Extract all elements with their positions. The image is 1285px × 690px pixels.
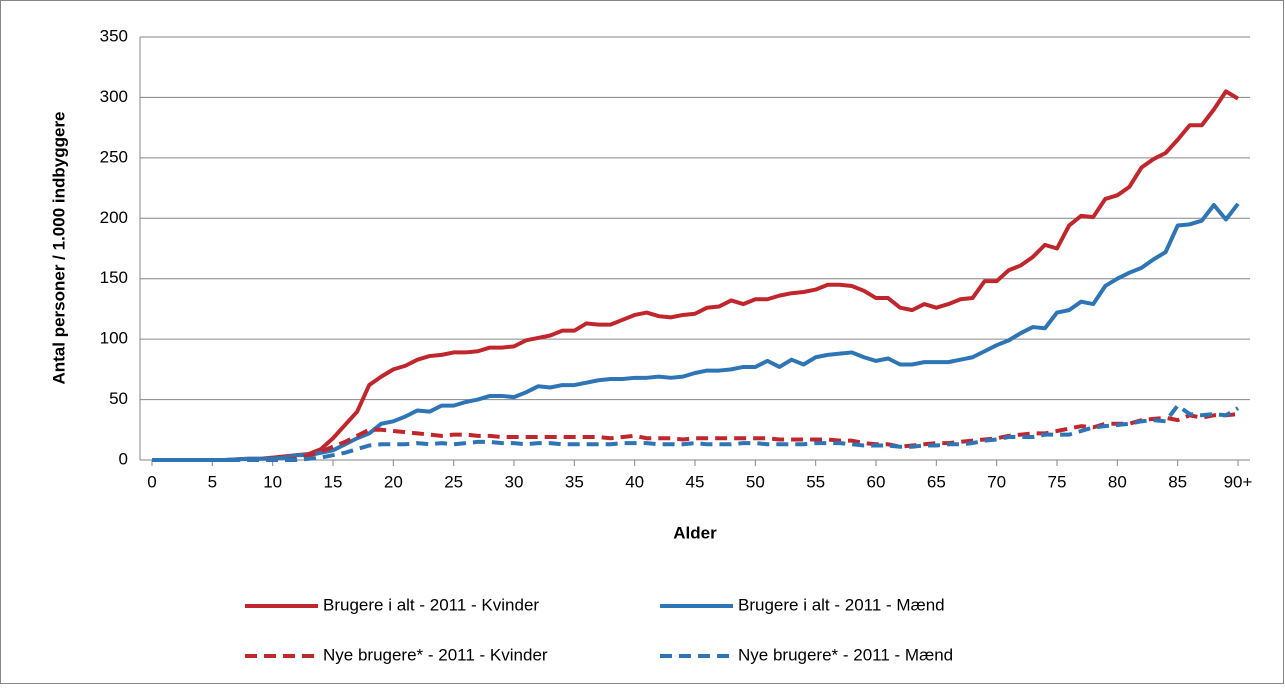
x-tick-label: 35 [565, 472, 584, 491]
x-axis-title: Alder [673, 523, 717, 542]
x-tick-label: 5 [208, 472, 217, 491]
x-tick-label: 40 [625, 472, 644, 491]
x-tick-label: 25 [444, 472, 463, 491]
y-tick-label: 300 [100, 87, 128, 106]
x-tick-label: 80 [1108, 472, 1127, 491]
y-tick-label: 200 [100, 208, 128, 227]
legend-label: Nye brugere* - 2011 - Mænd [738, 645, 953, 664]
x-tick-label: 0 [147, 472, 156, 491]
x-tick-label: 10 [263, 472, 282, 491]
x-tick-label: 65 [927, 472, 946, 491]
series-line [152, 89, 1240, 462]
x-tick-label: 55 [806, 472, 825, 491]
x-tick-label: 30 [505, 472, 524, 491]
x-tick-label: 85 [1168, 472, 1187, 491]
x-tick-label: 60 [867, 472, 886, 491]
y-tick-label: 0 [119, 449, 128, 468]
y-axis-title: Antal personer / 1.000 indbyggere [49, 111, 68, 384]
series-line [152, 412, 1239, 462]
legend-label: Brugere i alt - 2011 - Mænd [738, 595, 945, 614]
series-line [152, 403, 1240, 462]
y-tick-label: 100 [100, 329, 128, 348]
x-tick-label: 70 [987, 472, 1006, 491]
y-tick-label: 250 [100, 147, 128, 166]
legend-label: Nye brugere* - 2011 - Kvinder [323, 645, 548, 664]
y-tick-label: 150 [100, 268, 128, 287]
x-tick-label: 50 [746, 472, 765, 491]
y-tick-label: 350 [100, 26, 128, 45]
legend-label: Brugere i alt - 2011 - Kvinder [323, 595, 539, 614]
series-line [152, 202, 1240, 462]
x-tick-label: 45 [686, 472, 705, 491]
x-tick-label: 15 [324, 472, 343, 491]
x-tick-label: 75 [1048, 472, 1067, 491]
y-tick-label: 50 [109, 389, 128, 408]
x-tick-label: 90+ [1224, 472, 1253, 491]
x-tick-label: 20 [384, 472, 403, 491]
